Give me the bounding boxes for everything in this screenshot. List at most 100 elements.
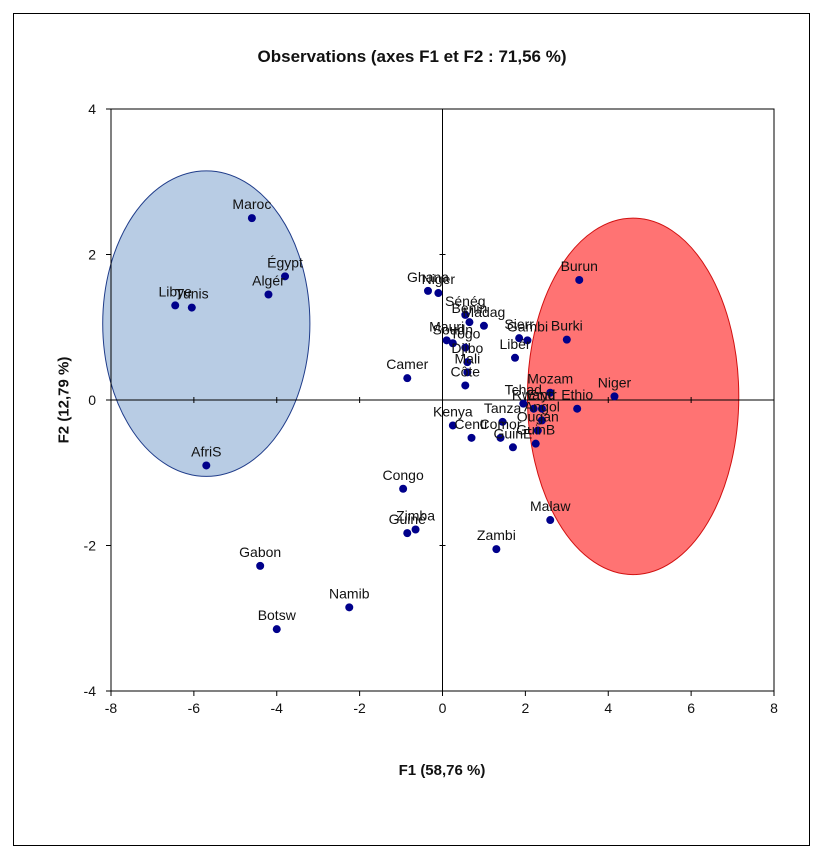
data-point xyxy=(448,421,457,430)
data-point xyxy=(515,334,524,343)
x-tick-label: -2 xyxy=(353,700,366,716)
data-point xyxy=(256,561,265,570)
data-point-label: Mali xyxy=(455,350,481,366)
chart-title: Observations (axes F1 et F2 : 71,56 %) xyxy=(257,47,567,66)
data-point xyxy=(575,275,584,284)
data-point xyxy=(281,272,290,281)
data-point-label: Gabon xyxy=(239,544,281,560)
data-point-label: Erytr xyxy=(527,387,557,403)
data-point xyxy=(403,529,412,538)
data-point xyxy=(411,525,420,534)
x-axis-label: F1 (58,76 %) xyxy=(398,762,486,779)
data-point xyxy=(531,439,540,448)
data-point xyxy=(202,461,211,470)
data-point-label: Égypt xyxy=(267,254,303,270)
axis-ticks: -8 -6 -4 -2 0 2 4 6 8 4 2 0 -2 -4 xyxy=(84,101,779,716)
x-tick-label: 0 xyxy=(439,700,447,716)
data-point xyxy=(171,301,180,310)
data-point-label: Algér xyxy=(252,273,285,289)
data-point-label: Tchad xyxy=(505,382,542,398)
data-point-label: Soudn xyxy=(433,321,473,337)
data-point-label: Libye xyxy=(158,283,192,299)
data-point-label: Ethio xyxy=(561,387,593,403)
data-point xyxy=(403,374,412,383)
left-cluster-ellipse xyxy=(102,170,311,477)
data-point xyxy=(537,404,546,413)
data-point-label: Burun xyxy=(561,258,598,274)
data-point xyxy=(463,368,472,377)
data-point-label: Tunis xyxy=(175,286,209,302)
data-point-label: Gambi xyxy=(507,318,548,334)
data-point-label: Burki xyxy=(551,318,583,334)
data-point-label: Congo xyxy=(383,467,424,483)
data-point xyxy=(562,335,571,344)
data-point-label: Zambi xyxy=(477,527,516,543)
y-tick-label: 0 xyxy=(88,392,96,408)
data-point-label: Centr xyxy=(454,416,489,432)
data-point xyxy=(498,417,507,426)
data-point xyxy=(448,339,457,348)
data-point xyxy=(461,310,470,319)
data-point xyxy=(479,321,488,330)
data-point xyxy=(546,388,555,397)
data-point xyxy=(461,381,470,390)
data-point xyxy=(442,336,451,345)
data-point-label: Madag xyxy=(463,304,506,320)
data-point xyxy=(467,433,476,442)
data-point xyxy=(434,289,443,298)
x-tick-label: 8 xyxy=(770,700,778,716)
y-tick-label: -2 xyxy=(84,538,97,554)
data-point xyxy=(187,303,196,312)
data-point-label: Ougan xyxy=(517,409,559,425)
data-point xyxy=(511,353,520,362)
data-point-label: Angol xyxy=(524,398,560,414)
data-point xyxy=(533,426,542,435)
data-point-label: Camer xyxy=(386,356,428,372)
data-point-label: Sierr xyxy=(504,316,534,332)
data-point-label: Guiné xyxy=(389,511,427,527)
data-point xyxy=(423,286,432,295)
data-point-label: Tanza xyxy=(484,400,522,416)
data-points xyxy=(171,214,619,634)
x-tick-label: 2 xyxy=(521,700,529,716)
data-point-label: Sénég xyxy=(445,293,485,309)
data-point xyxy=(537,416,546,425)
data-point-label: Maroc xyxy=(232,196,271,212)
right-cluster-ellipse xyxy=(526,217,740,576)
data-point-label: Benin xyxy=(452,300,488,316)
x-tick-label: -4 xyxy=(271,700,284,716)
data-point-label: GuinB xyxy=(516,422,555,438)
data-point xyxy=(264,290,273,299)
data-point xyxy=(345,603,354,612)
data-point-label: Ghana xyxy=(407,269,449,285)
data-point-label: Niger xyxy=(422,271,456,287)
data-point-label: GuinE xyxy=(493,425,532,441)
y-tick-label: 4 xyxy=(88,101,96,117)
data-point xyxy=(492,545,501,554)
data-point-label: AfriS xyxy=(191,443,221,459)
data-point-label: Djibo xyxy=(451,340,483,356)
data-point xyxy=(247,214,256,223)
data-point-label: Kenya xyxy=(433,403,473,419)
x-tick-label: -6 xyxy=(188,700,201,716)
data-point xyxy=(465,318,474,327)
data-point-label: Zimba xyxy=(396,507,435,523)
data-point-label: Libér xyxy=(499,336,530,352)
x-tick-label: 6 xyxy=(687,700,695,716)
data-point-label: Côte xyxy=(451,363,481,379)
data-point xyxy=(272,625,281,634)
data-point xyxy=(610,392,619,401)
data-point xyxy=(523,336,532,345)
data-point-label: Rwand xyxy=(512,387,556,403)
data-point-label: Namib xyxy=(329,585,370,601)
data-point xyxy=(519,399,528,408)
y-tick-label: -4 xyxy=(84,683,97,699)
data-point xyxy=(463,358,472,367)
data-point-label: Botsw xyxy=(258,607,297,623)
data-point xyxy=(529,404,538,413)
data-point xyxy=(546,516,555,525)
data-point-label: Mauri xyxy=(429,318,464,334)
data-point xyxy=(496,433,505,442)
